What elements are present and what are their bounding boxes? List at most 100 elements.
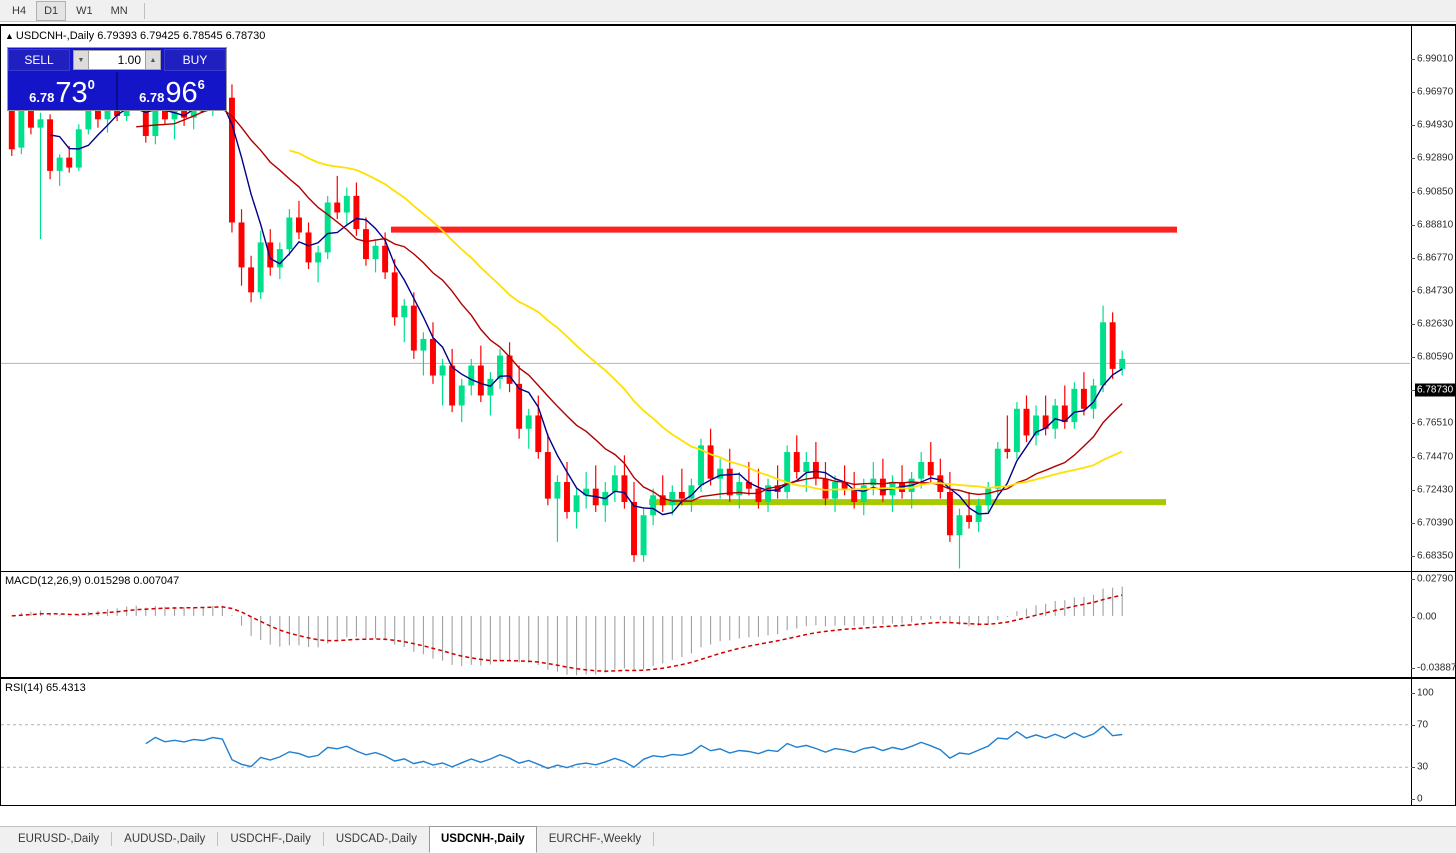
price-axis-label: 6.94930 <box>1417 119 1454 131</box>
volume-input[interactable]: 1.00 <box>89 50 145 70</box>
rsi-axis-tick <box>1411 799 1415 800</box>
price-axis-tick <box>1411 59 1415 60</box>
candle-body <box>391 272 398 318</box>
price-scale-divider <box>1411 26 1412 571</box>
tab-eurusd-daily[interactable]: EURUSD-,Daily <box>18 833 100 845</box>
chart-tabbar: EURUSD-,Daily AUDUSD-,Daily USDCHF-,Dail… <box>0 826 1456 853</box>
tab-separator <box>653 832 655 846</box>
volume-stepper[interactable]: ▼ 1.00 ▲ <box>73 50 161 70</box>
candle-body <box>1042 415 1049 429</box>
price-chart-canvas[interactable] <box>1 26 1410 570</box>
price-axis-label: 6.90850 <box>1417 186 1454 197</box>
symbol-header: ▲ USDCNH-,Daily 6.79393 6.79425 6.78545 6… <box>5 30 265 42</box>
support-line[interactable] <box>649 499 1166 506</box>
candle-body <box>669 491 676 506</box>
rsi-axis-label: 70 <box>1417 719 1429 731</box>
buy-price-cell[interactable]: 6.78 96 6 <box>116 72 226 110</box>
candle-body <box>956 515 963 536</box>
price-axis-tick <box>1411 555 1415 557</box>
candle-body <box>305 232 312 263</box>
price-axis-label: 6.74470 <box>1417 451 1454 462</box>
candle-body <box>420 338 427 351</box>
candle-body <box>468 365 475 386</box>
candle-body <box>1119 358 1126 369</box>
tab-audusd-daily[interactable]: AUDUSD-,Daily <box>124 833 206 845</box>
macd-indicator-panel[interactable]: 0.02790 0.00 -0.03887 MACD(12,26,9) 0.0152… <box>0 571 1456 678</box>
timeframe-mn-button[interactable]: MN <box>110 4 128 17</box>
price-axis-tick <box>1411 423 1415 425</box>
price-axis-label: 6.96970 <box>1417 86 1454 98</box>
candle-body <box>343 195 350 213</box>
macd-chart-canvas[interactable] <box>1 572 1410 677</box>
candle-body <box>516 383 523 429</box>
price-axis-tick <box>1411 456 1415 458</box>
candle-body <box>793 452 800 473</box>
candle-body <box>56 157 63 171</box>
timeframe-w1-button[interactable]: W1 <box>76 4 93 17</box>
rsi-axis-label: 100 <box>1417 687 1434 699</box>
macd-scale-divider <box>1411 572 1412 677</box>
price-axis-label: 6.82630 <box>1417 318 1454 330</box>
candle-body <box>650 495 657 516</box>
candle-body <box>717 468 724 479</box>
rsi-line <box>145 725 1123 770</box>
sell-button[interactable]: SELL <box>8 49 70 71</box>
candle-body <box>1033 415 1040 436</box>
sell-price-sup: 0 <box>87 77 95 92</box>
price-axis-label: 6.99010 <box>1417 53 1454 65</box>
buy-price-prefix: 6.78 <box>139 90 165 105</box>
macd-axis-label: 0.00 <box>1417 611 1437 623</box>
price-chart-panel[interactable]: 6.99010 6.96970 6.94930 6.92890 6.90850 6.888… <box>0 25 1456 595</box>
sell-price-cell[interactable]: 6.78 73 0 <box>8 72 116 110</box>
price-axis-tick <box>1411 324 1415 325</box>
quote-prices-row: 6.78 73 0 6.78 96 6 <box>8 72 226 110</box>
resistance-line[interactable] <box>391 226 1177 233</box>
candle-body <box>745 481 752 489</box>
price-axis-label: 6.88810 <box>1417 219 1454 231</box>
macd-signal-line <box>11 594 1123 672</box>
candle-body <box>535 415 542 453</box>
one-click-trading-panel[interactable]: SELL ▼ 1.00 ▲ BUY 6.78 73 0 6.78 96 6 <box>7 47 227 111</box>
trade-controls-row: SELL ▼ 1.00 ▲ BUY <box>8 48 226 72</box>
candle-body <box>497 355 503 379</box>
candle-body <box>324 202 331 253</box>
tab-usdcad-daily[interactable]: USDCAD-,Daily <box>335 833 417 845</box>
candle-body <box>544 452 551 499</box>
collapse-triangle-icon[interactable]: ▲ <box>5 31 14 41</box>
price-axis-tick <box>1411 257 1415 259</box>
tab-separator <box>111 832 113 846</box>
candle-body <box>477 365 484 396</box>
candle-body <box>228 97 235 223</box>
volume-increase-icon[interactable]: ▲ <box>145 50 161 70</box>
candle-body <box>755 488 762 502</box>
candle-body <box>946 491 953 536</box>
candle-body <box>286 217 293 250</box>
price-axis-tick <box>1411 522 1415 524</box>
timeframe-h4-button[interactable]: H4 <box>12 4 27 17</box>
tab-usdcnh-daily[interactable]: USDCNH-,Daily <box>428 826 537 853</box>
macd-axis-tick <box>1411 616 1415 618</box>
price-axis-tick <box>1411 224 1415 226</box>
candle-body <box>621 475 628 502</box>
rsi-axis-label: 30 <box>1417 761 1429 773</box>
tab-usdchf-daily[interactable]: USDCHF-,Daily <box>230 833 311 845</box>
candle-body <box>1052 405 1059 429</box>
candle-body <box>8 101 15 150</box>
rsi-chart-canvas[interactable] <box>1 679 1410 805</box>
candle-body <box>104 109 111 120</box>
buy-price-sup: 6 <box>197 77 205 92</box>
price-axis-tick <box>1411 191 1415 193</box>
candle-body <box>554 481 561 499</box>
buy-button[interactable]: BUY <box>164 49 226 71</box>
rsi-indicator-panel[interactable]: 100 70 30 0 RSI(14) 65.4313 <box>0 678 1456 806</box>
tab-eurchf-weekly[interactable]: EURCHF-,Weekly <box>548 833 642 845</box>
price-axis-tick <box>1411 158 1415 160</box>
candle-body <box>1071 388 1078 423</box>
candle-body <box>841 481 848 489</box>
candle-body <box>152 96 159 136</box>
rsi-axis-tick <box>1411 767 1415 769</box>
volume-decrease-icon[interactable]: ▼ <box>73 50 89 70</box>
timeframe-d1-button[interactable]: D1 <box>36 0 67 21</box>
toolbar-separator <box>143 2 145 19</box>
buy-price-big: 96 <box>165 77 198 109</box>
